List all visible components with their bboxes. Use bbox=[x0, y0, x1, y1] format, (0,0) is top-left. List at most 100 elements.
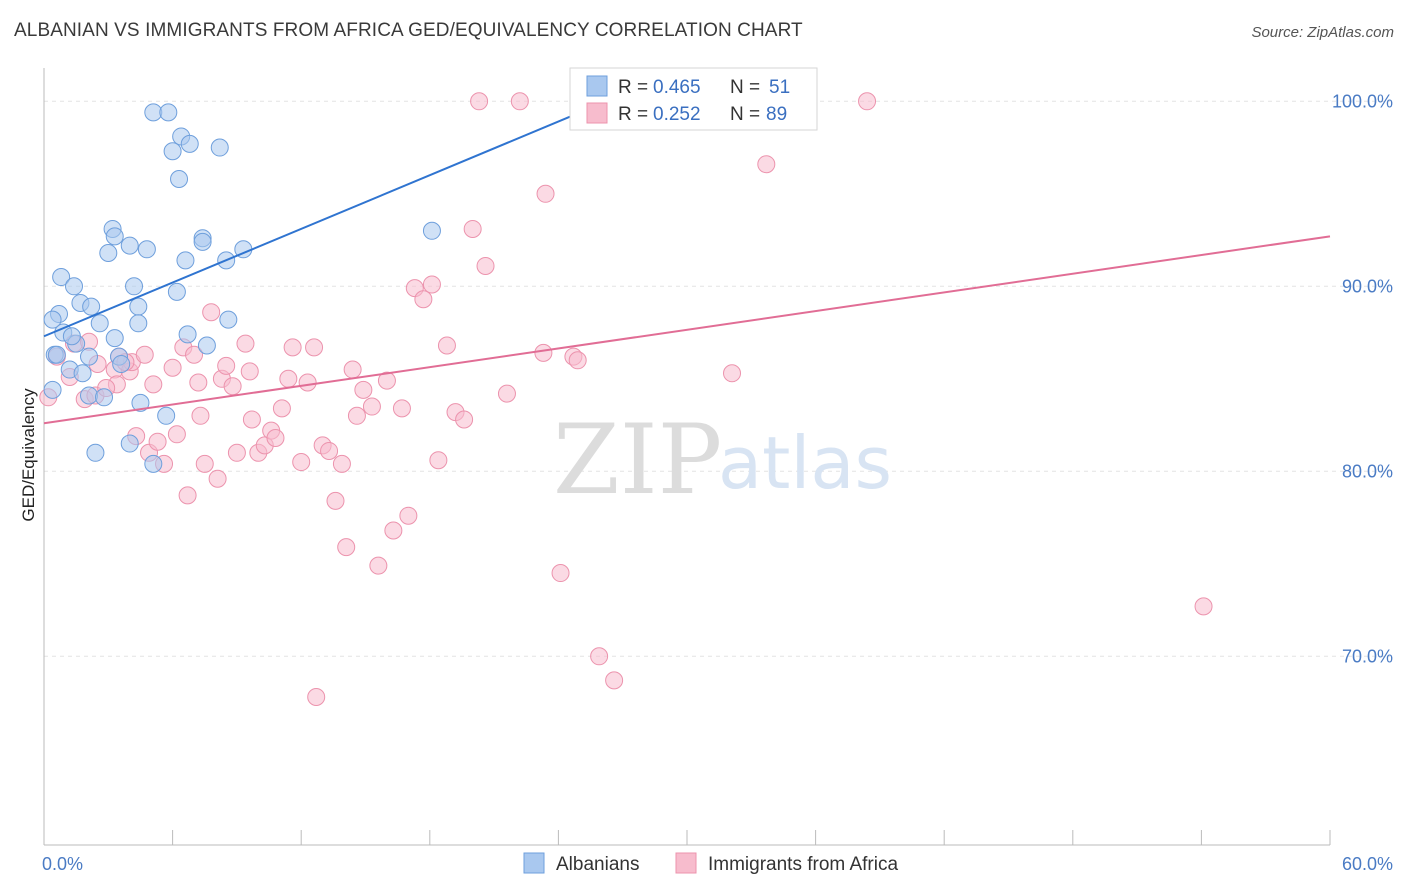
africa-point bbox=[332, 454, 351, 473]
x-tick-label: 60.0% bbox=[1342, 854, 1393, 874]
chart-title: ALBANIAN VS IMMIGRANTS FROM AFRICA GED/E… bbox=[14, 20, 803, 41]
africa-point bbox=[305, 338, 324, 357]
africa-point bbox=[298, 373, 317, 392]
watermark: ZIP atlas bbox=[553, 404, 892, 516]
albanians-point bbox=[112, 355, 131, 373]
africa-point bbox=[283, 338, 302, 357]
africa-point bbox=[272, 399, 291, 418]
africa-point bbox=[463, 219, 482, 238]
africa-point bbox=[227, 443, 246, 462]
africa-point bbox=[236, 334, 255, 353]
legend-box bbox=[569, 67, 818, 131]
albanians-point bbox=[95, 388, 114, 407]
albanians-trend-line bbox=[43, 89, 634, 338]
africa-point bbox=[497, 384, 516, 403]
africa-point bbox=[178, 486, 197, 505]
africa-point bbox=[343, 360, 362, 379]
africa-point bbox=[189, 373, 208, 392]
albanians-point bbox=[170, 170, 189, 188]
africa-point bbox=[422, 275, 441, 294]
africa-point bbox=[223, 377, 242, 396]
africa-point bbox=[470, 92, 489, 111]
africa-point bbox=[858, 92, 877, 111]
albanians-point bbox=[47, 345, 66, 364]
africa-point bbox=[510, 92, 529, 111]
africa-point bbox=[292, 453, 311, 472]
series-legend: Albanians Immigrants from Africa bbox=[523, 852, 898, 875]
africa-point bbox=[148, 432, 167, 451]
africa-point bbox=[167, 425, 186, 444]
albanians-point bbox=[82, 297, 101, 316]
africa-point bbox=[320, 441, 339, 460]
africa-point bbox=[605, 671, 624, 690]
africa-point bbox=[208, 469, 227, 488]
africa-point bbox=[195, 454, 214, 473]
legend-n-label: N = bbox=[730, 77, 760, 98]
x-ticks: 0.0% 60.0% bbox=[42, 830, 1393, 874]
africa-point bbox=[723, 364, 742, 383]
legend-r-label: R = bbox=[618, 77, 648, 98]
legend-r-label: R = bbox=[618, 104, 648, 125]
africa-point bbox=[369, 556, 388, 575]
source-credit: Source: ZipAtlas.com bbox=[1251, 24, 1394, 41]
africa-point bbox=[326, 491, 345, 510]
albanians-point bbox=[105, 329, 124, 348]
africa-point bbox=[476, 256, 495, 275]
africa-point bbox=[429, 451, 448, 470]
africa-point bbox=[377, 371, 396, 390]
albanians-point bbox=[167, 282, 186, 301]
albanians-point bbox=[73, 364, 92, 383]
africa-point bbox=[399, 506, 418, 525]
africa-point bbox=[590, 647, 609, 666]
legend-n-africa: 89 bbox=[766, 104, 787, 125]
bottom-legend-swatch-albanians bbox=[523, 852, 545, 874]
y-axis-label: GED/Equivalency bbox=[19, 388, 38, 522]
africa-point bbox=[240, 362, 259, 381]
albanians-point bbox=[129, 297, 148, 316]
africa-point bbox=[437, 336, 456, 355]
africa-point bbox=[757, 155, 776, 174]
albanians-point bbox=[422, 221, 441, 240]
albanians-point bbox=[197, 336, 216, 355]
albanians-point bbox=[144, 103, 163, 122]
legend-n-label: N = bbox=[730, 104, 760, 125]
africa-point bbox=[217, 356, 236, 375]
stats-legend: R = 0.465 N = 51 R = 0.252 N = 89 bbox=[569, 67, 818, 131]
legend-n-albanians: 51 bbox=[769, 77, 790, 98]
trend-lines bbox=[43, 89, 1331, 425]
albanians-point bbox=[62, 327, 81, 346]
africa-point bbox=[384, 521, 403, 540]
y-ticks: 100.0% 90.0% 80.0% 70.0% bbox=[1332, 91, 1393, 666]
bottom-legend-swatch-africa bbox=[675, 852, 697, 874]
africa-point bbox=[536, 184, 555, 203]
africa-point bbox=[1194, 597, 1213, 616]
africa-point bbox=[266, 429, 285, 447]
albanians-point bbox=[99, 244, 118, 262]
albanians-point bbox=[219, 310, 238, 329]
bottom-legend-albanians: Albanians bbox=[556, 854, 639, 875]
africa-point bbox=[337, 538, 356, 557]
africa-point bbox=[191, 406, 210, 425]
albanians-point bbox=[120, 236, 139, 255]
albanians-point bbox=[157, 406, 176, 425]
africa-point bbox=[307, 688, 326, 706]
albanians-point bbox=[210, 138, 229, 157]
y-tick-label: 70.0% bbox=[1342, 646, 1393, 666]
albanians-point bbox=[163, 142, 182, 161]
africa-point bbox=[551, 564, 570, 583]
albanians-point bbox=[129, 314, 148, 333]
africa-point bbox=[144, 375, 163, 394]
albanians-point bbox=[178, 325, 197, 344]
watermark-zip: ZIP bbox=[553, 404, 722, 516]
africa-point bbox=[568, 351, 587, 370]
albanians-point bbox=[86, 443, 105, 462]
africa-trend-line bbox=[43, 235, 1331, 425]
albanians-point bbox=[137, 240, 156, 259]
africa-point bbox=[354, 380, 373, 399]
legend-swatch-africa bbox=[586, 102, 608, 124]
africa-point bbox=[202, 303, 221, 322]
albanians-point bbox=[65, 277, 84, 296]
albanians-point bbox=[80, 347, 99, 366]
y-tick-label: 90.0% bbox=[1342, 276, 1393, 296]
